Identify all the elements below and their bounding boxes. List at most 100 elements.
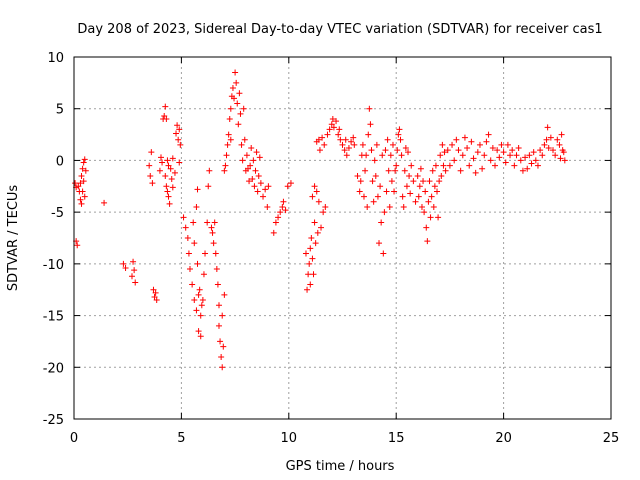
data-point-marker <box>195 291 202 298</box>
data-point-marker <box>128 273 135 280</box>
data-point-marker <box>177 141 184 148</box>
data-point-marker <box>453 136 460 143</box>
data-point-marker <box>500 149 507 156</box>
data-point-marker <box>513 152 520 159</box>
data-point-marker <box>468 138 475 145</box>
data-point-marker <box>308 235 315 241</box>
data-point-marker <box>369 178 376 185</box>
data-point-marker <box>157 154 164 161</box>
data-point-marker <box>322 203 329 210</box>
data-point-marker <box>364 203 371 210</box>
data-point-marker <box>80 159 87 166</box>
data-markers <box>72 69 568 371</box>
data-point-marker <box>507 152 514 159</box>
data-point-marker <box>219 364 226 371</box>
data-point-marker <box>437 152 444 159</box>
data-point-marker <box>561 157 568 164</box>
data-point-marker <box>197 333 204 340</box>
data-point-marker <box>248 145 255 152</box>
data-point-marker <box>78 172 85 179</box>
y-tick-label: -25 <box>43 413 64 428</box>
data-point-marker <box>122 264 129 271</box>
data-point-marker <box>504 141 511 148</box>
data-point-marker <box>543 136 550 143</box>
data-point-marker <box>483 138 490 145</box>
data-point-marker <box>351 141 358 148</box>
data-point-marker <box>393 162 400 169</box>
data-point-marker <box>414 172 421 179</box>
data-point-marker <box>342 136 349 143</box>
data-point-marker <box>81 156 88 163</box>
data-point-marker <box>215 302 222 309</box>
plot-frame <box>73 56 612 420</box>
data-point-marker <box>197 312 204 319</box>
data-point-marker <box>215 322 222 329</box>
data-point-marker <box>526 152 533 159</box>
data-point-marker <box>432 162 439 169</box>
data-point-marker <box>377 183 384 190</box>
data-point-marker <box>152 289 159 296</box>
data-point-marker <box>190 219 197 226</box>
data-point-marker <box>545 145 552 152</box>
data-point-marker <box>164 157 171 164</box>
data-point-marker <box>470 155 477 162</box>
data-point-marker <box>185 250 192 257</box>
data-point-marker <box>223 152 230 159</box>
data-point-marker <box>436 178 443 185</box>
data-point-marker <box>279 203 286 210</box>
data-point-marker <box>420 178 427 185</box>
data-point-marker <box>367 121 374 128</box>
data-point-marker <box>557 155 564 162</box>
data-point-marker <box>159 159 166 166</box>
data-point-marker <box>260 193 267 200</box>
data-point-marker <box>235 121 242 128</box>
data-point-marker <box>257 180 264 187</box>
data-point-marker <box>180 214 187 221</box>
x-tick-label: 25 <box>603 431 620 446</box>
data-point-marker <box>227 136 234 143</box>
data-point-marker <box>206 167 213 174</box>
x-tick-label: 15 <box>388 431 405 446</box>
data-point-marker <box>461 134 468 141</box>
data-point-marker <box>237 110 244 117</box>
data-point-marker <box>383 188 390 195</box>
data-point-marker <box>270 229 277 236</box>
data-point-marker <box>534 162 541 169</box>
data-point-marker <box>550 147 557 154</box>
data-point-marker <box>222 162 229 169</box>
data-point-marker <box>434 188 441 195</box>
data-point-marker <box>335 131 342 138</box>
data-point-marker <box>74 242 81 249</box>
data-point-marker <box>272 219 279 226</box>
data-point-marker <box>312 240 319 247</box>
data-point-marker <box>528 160 535 167</box>
data-point-marker <box>378 219 385 226</box>
data-point-marker <box>524 165 531 172</box>
data-point-marker <box>417 165 424 172</box>
data-point-marker <box>226 116 233 123</box>
data-point-marker <box>213 266 220 273</box>
data-point-marker <box>306 260 313 267</box>
data-point-marker <box>397 136 404 143</box>
data-point-marker <box>75 183 82 190</box>
data-point-marker <box>330 124 337 131</box>
data-point-marker <box>345 145 352 152</box>
data-point-marker <box>309 255 316 262</box>
data-point-marker <box>302 250 309 257</box>
data-point-marker <box>530 149 537 156</box>
data-point-marker <box>280 198 287 205</box>
data-point-marker <box>193 203 200 210</box>
data-point-marker <box>403 183 410 190</box>
data-point-marker <box>151 293 158 300</box>
data-point-marker <box>234 100 241 107</box>
axis-ticks: -25 -20 -15 -10 -5 0 5 10 0 5 10 15 20 25 <box>43 51 620 446</box>
data-point-marker <box>371 157 378 164</box>
y-tick-label: -5 <box>51 206 64 221</box>
data-point-marker <box>336 126 343 133</box>
data-point-marker <box>441 149 448 156</box>
data-point-marker <box>82 167 89 174</box>
data-point-marker <box>238 141 245 148</box>
data-point-marker <box>388 178 395 185</box>
data-point-marker <box>337 136 344 143</box>
